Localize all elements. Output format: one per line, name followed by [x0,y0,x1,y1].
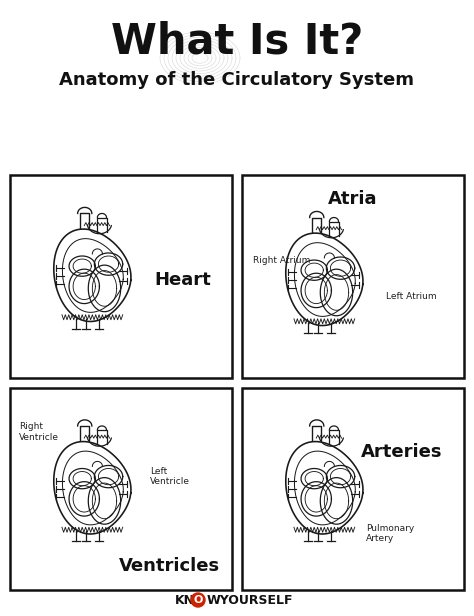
Text: Atria: Atria [328,190,378,208]
Text: WYOURSELF: WYOURSELF [207,593,293,607]
Bar [10,175,232,378]
Text: Heart: Heart [155,271,211,290]
Bar [10,387,232,590]
Text: O: O [193,595,203,605]
Circle shape [191,593,205,607]
Text: Left Atrium: Left Atrium [386,292,437,301]
Text: Arteries: Arteries [361,444,443,461]
Text: What Is It?: What Is It? [111,21,363,63]
Text: Anatomy of the Circulatory System: Anatomy of the Circulatory System [60,71,414,89]
Text: Ventricles: Ventricles [119,557,220,575]
Text: Right Atrium: Right Atrium [253,256,310,264]
Text: Left
Ventricle: Left Ventricle [150,467,190,486]
Text: Pulmonary
Artery: Pulmonary Artery [366,524,415,543]
Bar [242,175,464,378]
Bar [242,387,464,590]
Text: Right
Ventricle: Right Ventricle [19,423,59,442]
Text: KN: KN [175,593,195,607]
